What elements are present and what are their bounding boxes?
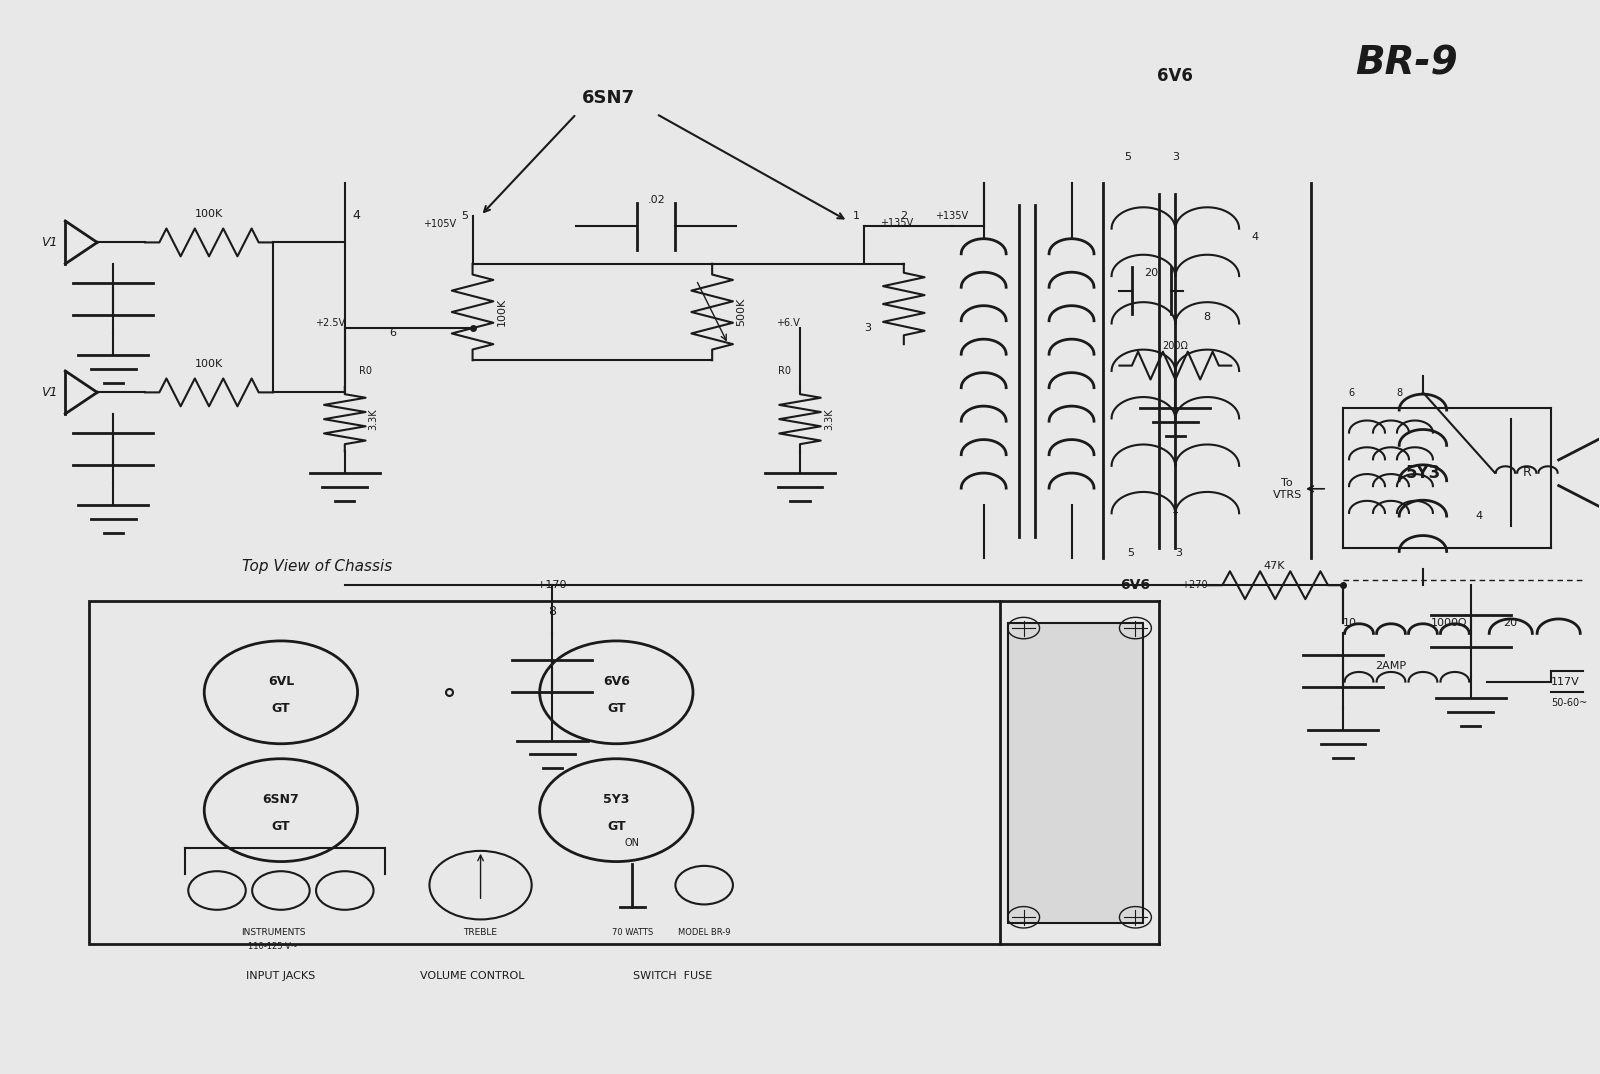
Text: 6SN7: 6SN7 <box>582 89 635 106</box>
Text: INPUT JACKS: INPUT JACKS <box>246 971 315 981</box>
Text: 4: 4 <box>352 209 360 222</box>
FancyBboxPatch shape <box>1008 623 1144 923</box>
Text: 4: 4 <box>1251 232 1259 242</box>
Text: 100K: 100K <box>195 359 222 368</box>
Text: +135V: +135V <box>934 211 968 221</box>
Text: 5Y3: 5Y3 <box>1405 464 1440 482</box>
Text: To
VTRS: To VTRS <box>1272 478 1302 499</box>
Text: 3: 3 <box>1171 151 1179 162</box>
Text: 5: 5 <box>1126 548 1134 558</box>
Text: +170: +170 <box>538 580 568 591</box>
Text: 117V: 117V <box>1550 677 1579 686</box>
Text: 3: 3 <box>864 323 870 333</box>
Text: 6V6: 6V6 <box>603 676 630 688</box>
Text: +6.V: +6.V <box>776 318 800 329</box>
Text: 6V6: 6V6 <box>1120 578 1150 592</box>
Text: R0: R0 <box>778 366 790 376</box>
Text: 47K: 47K <box>1264 562 1285 571</box>
Text: 6VL: 6VL <box>267 676 294 688</box>
Text: 3.3K: 3.3K <box>824 408 834 430</box>
Text: MODEL BR-9: MODEL BR-9 <box>678 928 731 937</box>
Text: 100K: 100K <box>496 297 507 326</box>
Text: SWITCH  FUSE: SWITCH FUSE <box>632 971 712 981</box>
Text: V1: V1 <box>40 236 58 249</box>
Text: 6SN7: 6SN7 <box>262 793 299 806</box>
Text: 20: 20 <box>1144 267 1158 278</box>
Text: 5Y3: 5Y3 <box>603 793 629 806</box>
Text: 1: 1 <box>853 211 859 220</box>
Text: 8: 8 <box>1203 313 1211 322</box>
Text: +135V: +135V <box>880 218 914 228</box>
Text: 50-60~: 50-60~ <box>1550 698 1587 708</box>
Text: 10: 10 <box>1342 618 1357 627</box>
Text: 3: 3 <box>1174 548 1182 558</box>
Text: 3.3K: 3.3K <box>368 408 379 430</box>
Text: GT: GT <box>606 702 626 715</box>
Text: GT: GT <box>272 819 290 832</box>
Text: Top View of Chassis: Top View of Chassis <box>242 560 392 575</box>
Text: R0: R0 <box>358 366 373 376</box>
Text: 1: 1 <box>1171 505 1179 516</box>
Text: R: R <box>1522 466 1531 479</box>
Text: 2: 2 <box>901 211 907 220</box>
Text: BR-9: BR-9 <box>1355 44 1458 83</box>
Text: 200Ω: 200Ω <box>1163 340 1189 350</box>
Text: +105V: +105V <box>424 219 456 229</box>
Text: 8: 8 <box>549 606 557 619</box>
Text: 5: 5 <box>1123 151 1131 162</box>
Text: 8: 8 <box>1395 388 1402 397</box>
Text: 1000Ω: 1000Ω <box>1430 618 1467 627</box>
Text: 6: 6 <box>389 329 397 338</box>
Text: INSTRUMENTS: INSTRUMENTS <box>240 928 306 937</box>
Text: 20: 20 <box>1502 618 1517 627</box>
Text: GT: GT <box>272 702 290 715</box>
Text: V1: V1 <box>40 386 58 398</box>
Text: 5: 5 <box>461 211 469 220</box>
Text: VOLUME CONTROL: VOLUME CONTROL <box>421 971 525 981</box>
Text: 110-125 V~: 110-125 V~ <box>248 942 298 950</box>
Text: +2.5V: +2.5V <box>315 318 344 329</box>
Text: 100K: 100K <box>195 208 222 219</box>
Text: ON: ON <box>624 838 640 847</box>
Text: 6: 6 <box>1347 388 1354 397</box>
Text: 2AMP: 2AMP <box>1376 661 1406 670</box>
Text: 70 WATTS: 70 WATTS <box>611 928 653 937</box>
Text: 500K: 500K <box>736 297 746 326</box>
Text: .02: .02 <box>648 194 666 205</box>
Text: 6V6: 6V6 <box>1157 68 1194 85</box>
Text: TREBLE: TREBLE <box>464 928 498 937</box>
Text: 4: 4 <box>1475 510 1482 521</box>
Text: GT: GT <box>606 819 626 832</box>
Text: +270: +270 <box>1181 580 1208 591</box>
